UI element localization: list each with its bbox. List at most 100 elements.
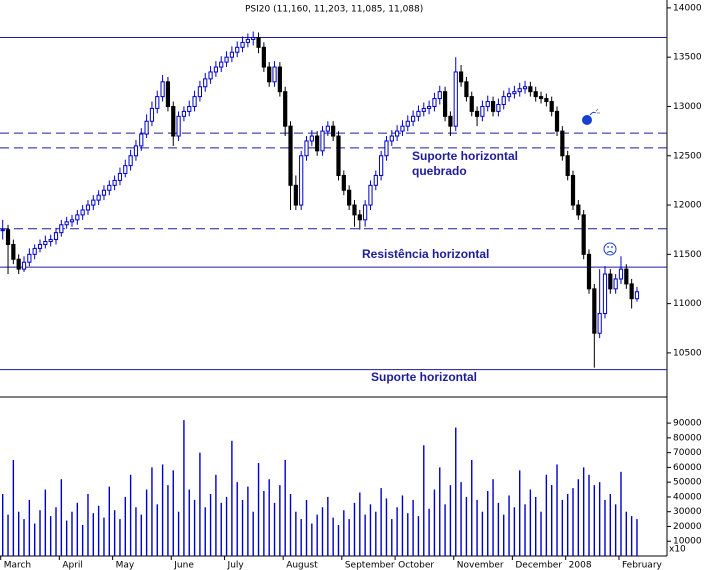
y-tick-label: 10000 bbox=[673, 537, 702, 547]
volume-bar bbox=[519, 470, 521, 556]
volume-bar bbox=[540, 511, 542, 556]
candle-body bbox=[411, 115, 416, 122]
y-tick-label: 80000 bbox=[673, 433, 702, 443]
volume-bar bbox=[2, 493, 4, 556]
annotation: Suporte horizontal bbox=[371, 370, 477, 384]
volume-bar bbox=[529, 489, 532, 556]
volume-bar bbox=[316, 514, 318, 556]
y-tick-label: 11000 bbox=[673, 299, 702, 309]
volume-bar bbox=[476, 499, 478, 556]
volume-bar bbox=[39, 510, 41, 556]
volume-bar bbox=[7, 514, 9, 556]
candle-body bbox=[565, 155, 570, 176]
x-tick-label: May bbox=[116, 561, 135, 570]
volume-bar bbox=[49, 516, 52, 556]
volume-bar bbox=[145, 489, 148, 556]
candle-body bbox=[544, 98, 549, 103]
x-tick-label: October bbox=[398, 561, 434, 570]
volume-bar bbox=[380, 488, 382, 556]
volume-bar bbox=[241, 499, 244, 556]
x-tick-label: July bbox=[227, 561, 245, 570]
candle-body bbox=[107, 184, 112, 191]
volume-bar bbox=[444, 504, 446, 556]
candle-body bbox=[16, 258, 21, 270]
volume-bar bbox=[204, 507, 206, 556]
volume-bar bbox=[407, 513, 409, 556]
volume-bar bbox=[572, 488, 574, 556]
volume-bar bbox=[359, 492, 361, 556]
volume-bar bbox=[577, 479, 580, 556]
candle-body bbox=[613, 278, 618, 290]
volume-bar bbox=[225, 496, 228, 556]
volume-bar bbox=[614, 504, 617, 556]
volume-bar bbox=[550, 485, 553, 556]
candle-body bbox=[187, 105, 192, 112]
x-tick-label: 2008 bbox=[569, 561, 592, 570]
volume-bar bbox=[535, 496, 537, 556]
volume-bar bbox=[561, 499, 564, 556]
volume-bar bbox=[556, 464, 558, 556]
volume-bar bbox=[247, 486, 249, 556]
candle-body bbox=[448, 115, 453, 127]
candle-body bbox=[80, 209, 85, 216]
candle-body bbox=[576, 204, 581, 216]
candle-body bbox=[251, 36, 256, 40]
candle-body bbox=[373, 174, 378, 186]
volume-bar bbox=[236, 482, 238, 556]
candle-body bbox=[634, 291, 640, 300]
candle-body bbox=[272, 66, 277, 83]
candle-body bbox=[501, 96, 506, 105]
candle-body bbox=[117, 172, 123, 181]
volume-bar bbox=[396, 507, 398, 556]
candle-body bbox=[560, 130, 565, 157]
volume-bar bbox=[513, 507, 516, 556]
candle-body bbox=[490, 101, 496, 112]
volume-bar bbox=[417, 516, 420, 556]
candle-body bbox=[570, 174, 576, 206]
volume-bar bbox=[439, 467, 441, 556]
annotation: quebrado bbox=[412, 164, 467, 178]
y-tick-label: 12000 bbox=[673, 201, 702, 211]
y-tick-label: 50000 bbox=[673, 478, 702, 488]
candle-body bbox=[139, 133, 144, 147]
candle-body bbox=[133, 145, 139, 157]
y-tick-label: 70000 bbox=[673, 448, 702, 458]
volume-bar bbox=[492, 479, 494, 556]
candle-body bbox=[512, 91, 517, 95]
candle-body bbox=[213, 66, 219, 73]
candle-body bbox=[75, 214, 80, 221]
candle-body bbox=[464, 81, 469, 98]
volume-bar bbox=[129, 474, 132, 556]
y-tick-label: 90000 bbox=[673, 419, 702, 429]
volume-bar bbox=[609, 493, 612, 556]
volume-bar bbox=[215, 474, 217, 556]
volume-bar bbox=[177, 511, 180, 556]
volume-bar bbox=[582, 467, 585, 556]
candle-body bbox=[395, 130, 400, 137]
volume-bar bbox=[183, 420, 185, 556]
candle-body bbox=[155, 96, 160, 109]
volume-bar bbox=[108, 486, 110, 556]
candle-body bbox=[59, 224, 64, 234]
volume-bar bbox=[321, 507, 324, 556]
volume-bar bbox=[593, 485, 596, 556]
y-tick-label: 12500 bbox=[673, 151, 702, 161]
volume-bar bbox=[465, 496, 468, 556]
candle-body bbox=[165, 81, 171, 107]
x-tick-label: August bbox=[286, 561, 318, 570]
candle-body bbox=[586, 253, 592, 290]
candle-body bbox=[480, 105, 485, 117]
candle-body bbox=[224, 56, 229, 63]
candle-body bbox=[229, 51, 234, 58]
candle-body bbox=[43, 241, 48, 245]
candle-body bbox=[69, 219, 75, 223]
candle-body bbox=[352, 204, 357, 216]
volume-bar bbox=[44, 489, 47, 556]
volume-bar bbox=[604, 499, 606, 556]
y-tick-label: 11500 bbox=[673, 250, 702, 260]
candle-body bbox=[331, 125, 336, 137]
candle-body bbox=[347, 189, 352, 206]
candle-body bbox=[267, 66, 272, 83]
candle-body bbox=[144, 120, 149, 135]
